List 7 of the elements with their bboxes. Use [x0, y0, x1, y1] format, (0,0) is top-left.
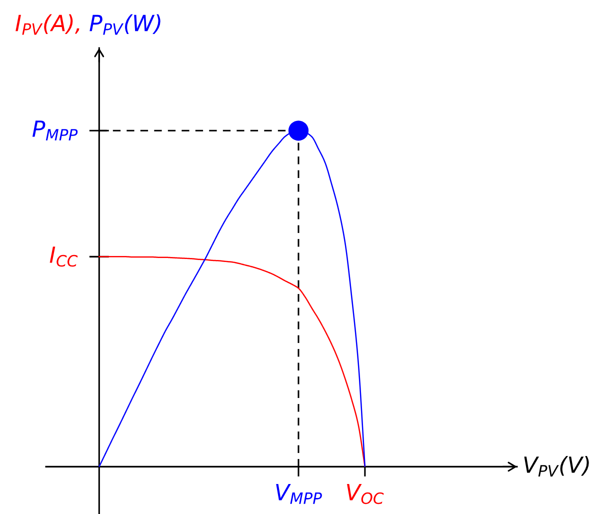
- text: P$_{PV}$(W): [90, 14, 160, 35]
- text: I$_{PV}$(A),: [16, 14, 80, 35]
- x-tick-label: V$_{OC}$: [347, 484, 384, 504]
- x-tick-label: V$_{MPP}$: [276, 484, 322, 504]
- ref-line-label: P$_{MPP}$: [32, 120, 78, 140]
- text: I$_{CC}$: [50, 246, 78, 267]
- text: V$_{PV}$(V): [524, 456, 589, 476]
